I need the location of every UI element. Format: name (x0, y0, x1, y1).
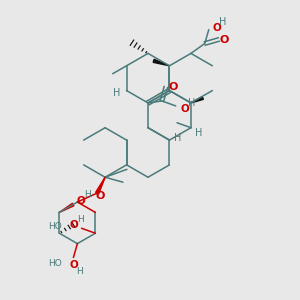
Polygon shape (59, 203, 74, 212)
Polygon shape (96, 177, 105, 194)
Text: H: H (188, 98, 195, 108)
Text: H: H (76, 267, 83, 276)
Text: HO: HO (48, 222, 62, 231)
Text: O: O (213, 22, 221, 33)
Text: H: H (84, 190, 91, 199)
Text: H: H (77, 215, 84, 224)
Text: O: O (95, 191, 105, 201)
Text: H: H (174, 133, 181, 143)
Text: O: O (168, 82, 178, 92)
Text: H: H (113, 88, 120, 98)
Text: O: O (69, 220, 78, 230)
Text: O: O (220, 34, 229, 44)
Text: HO: HO (48, 259, 62, 268)
Text: H: H (219, 17, 226, 27)
Polygon shape (191, 97, 203, 103)
Text: O: O (181, 104, 190, 114)
Text: O: O (69, 260, 78, 270)
Text: H: H (195, 128, 203, 138)
Text: O: O (77, 196, 85, 206)
Polygon shape (153, 59, 169, 66)
